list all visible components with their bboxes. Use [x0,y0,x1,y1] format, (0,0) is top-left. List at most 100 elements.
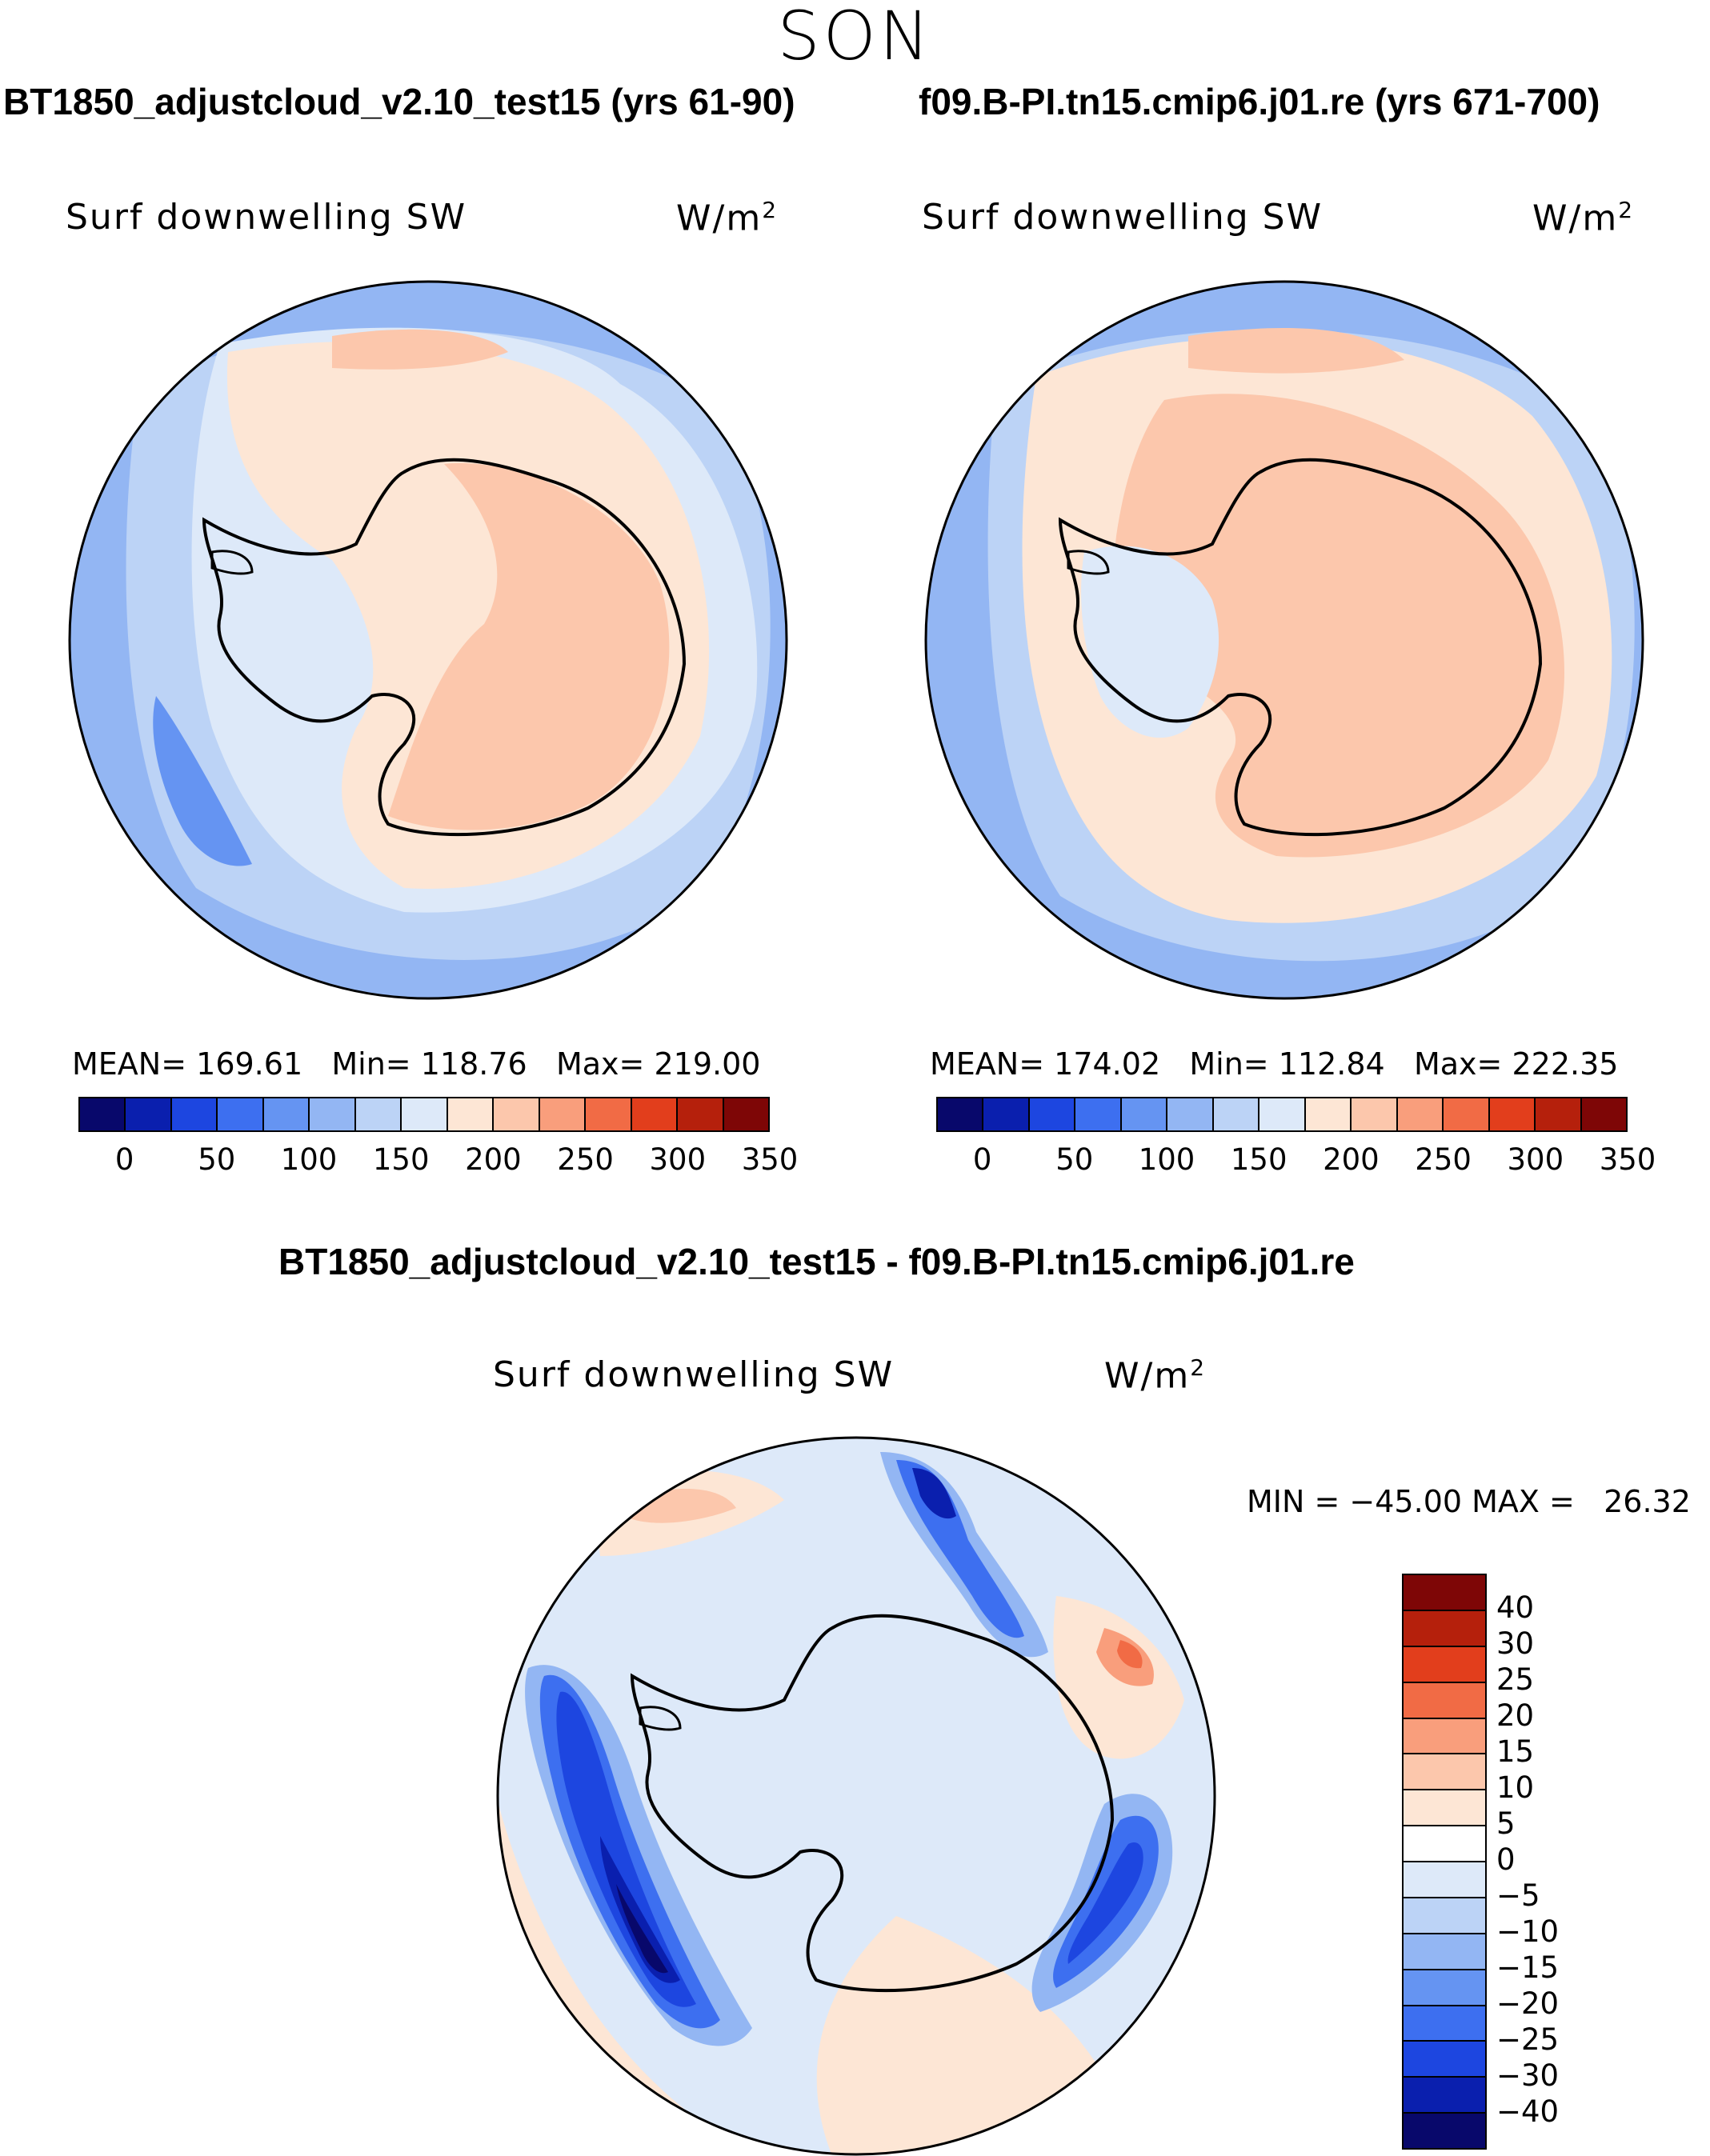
right-colorbar [936,1097,1628,1132]
colorbar-swatch [1397,1098,1444,1130]
diff-colorbar-swatch [1404,1718,1485,1755]
colorbar-tick-label: 350 [741,1142,799,1177]
diff-colorbar-label: 30 [1496,1626,1535,1661]
diff-colorbar-labels: 40 30 25 20 15 10 5 0 −5 −10 −15 −20 −25 −30 −40 [1496,1574,1608,2150]
diff-colorbar-swatch [1404,1646,1485,1683]
colorbar-swatch [539,1098,587,1130]
colorbar-tick-label: 250 [557,1142,614,1177]
diff-colorbar-swatch [1404,1862,1485,1898]
colorbar-swatch [723,1098,769,1130]
colorbar-tick-label: 50 [198,1142,236,1177]
colorbar-swatch [1029,1098,1076,1130]
colorbar-swatch [1213,1098,1260,1130]
colorbar-tick-label: 150 [1230,1142,1288,1177]
colorbar-swatch [355,1098,402,1130]
diff-colorbar-swatch [1404,1682,1485,1719]
diff-colorbar-label: −5 [1496,1878,1540,1913]
diff-colorbar-label: 40 [1496,1590,1535,1625]
left-panel-variable: Surf downwelling SW [66,197,467,238]
diff-colorbar-label: −40 [1496,2094,1560,2129]
colorbar-tick-label: 100 [1138,1142,1195,1177]
diff-panel-variable: Surf downwelling SW [493,1354,895,1395]
diff-colorbar-swatch [1404,2006,1485,2042]
colorbar-swatches [936,1097,1628,1132]
left-panel-title: BT1850_adjustcloud_v2.10_test15 (yrs 61-… [3,81,795,122]
colorbar-swatch [1305,1098,1352,1130]
colorbar-tick-label: 350 [1599,1142,1656,1177]
colorbar-swatch [494,1098,540,1130]
colorbar-tick-label: 200 [1323,1142,1380,1177]
colorbar-swatches [78,1097,770,1132]
left-panel-units: W/m2 [676,197,779,239]
colorbar-tick-label: 0 [114,1142,134,1177]
right-map [924,280,1644,1000]
diff-colorbar-swatch [1404,2042,1485,2078]
diff-map [496,1436,1216,2156]
colorbar-tick-label: 200 [465,1142,522,1177]
colorbar-swatch [447,1098,495,1130]
colorbar-swatch [983,1098,1030,1130]
colorbar-tick-label: 300 [1507,1142,1564,1177]
diff-panel-minmax: MIN = −45.00 MAX = 26.32 [1247,1484,1691,1519]
colorbar-swatch [80,1098,126,1130]
diff-colorbar-label: 10 [1496,1770,1535,1805]
diff-colorbar-label: 15 [1496,1734,1535,1769]
diff-colorbar-label: 20 [1496,1698,1535,1733]
diff-colorbar-label: 25 [1496,1662,1535,1697]
right-panel-variable: Surf downwelling SW [922,197,1324,238]
diff-colorbar-label: 5 [1496,1806,1516,1841]
colorbar-swatch [586,1098,632,1130]
colorbar-swatch [1352,1098,1398,1130]
colorbar-swatch [263,1098,310,1130]
season-title: SON [777,0,933,75]
diff-colorbar-swatch [1404,1610,1485,1647]
colorbar-tick-label: 250 [1415,1142,1472,1177]
diff-colorbar-swatch [1404,2078,1485,2114]
diff-colorbar-label: −30 [1496,2058,1560,2093]
diff-colorbar-swatches [1402,1574,1487,2150]
colorbar-swatch [218,1098,264,1130]
colorbar-tick-label: 150 [372,1142,430,1177]
diff-colorbar-label: −25 [1496,2022,1560,2057]
diff-colorbar-swatch [1404,1754,1485,1791]
colorbar-swatch [1167,1098,1214,1130]
colorbar-swatch [1121,1098,1168,1130]
colorbar-tick-label: 50 [1055,1142,1094,1177]
left-panel-stats: MEAN= 169.61 Min= 118.76 Max= 219.00 [72,1046,761,1082]
diff-colorbar-swatch [1404,1826,1485,1862]
right-panel-units: W/m2 [1532,197,1635,239]
colorbar-swatch [1075,1098,1122,1130]
colorbar-tick-label: 300 [649,1142,707,1177]
colorbar-swatch [1444,1098,1490,1130]
diff-colorbar-swatch [1404,1898,1485,1934]
colorbar-swatch [402,1098,448,1130]
diff-colorbar-swatch [1404,2114,1485,2148]
diff-colorbar-label: −15 [1496,1950,1560,1985]
left-colorbar-ticks: 0 50 100 150 200 250 300 350 [78,1142,799,1179]
colorbar-tick-label: 100 [280,1142,338,1177]
colorbar-swatch [171,1098,218,1130]
left-map [68,280,788,1000]
colorbar-swatch [938,1098,984,1130]
colorbar-swatch [126,1098,172,1130]
colorbar-swatch [1259,1098,1306,1130]
diff-colorbar [1402,1574,1487,2150]
right-colorbar-ticks: 0 50 100 150 200 250 300 350 [936,1142,1656,1179]
colorbar-swatch [1536,1098,1582,1130]
colorbar-swatch [310,1098,356,1130]
diff-colorbar-swatch [1404,1575,1485,1611]
diff-colorbar-swatch [1404,1970,1485,2006]
colorbar-swatch [678,1098,724,1130]
diff-colorbar-label: −10 [1496,1914,1560,1949]
colorbar-swatch [1489,1098,1536,1130]
colorbar-swatch [1581,1098,1627,1130]
left-colorbar [78,1097,770,1132]
diff-colorbar-label: 0 [1496,1842,1516,1877]
diff-panel-units: W/m2 [1104,1354,1207,1397]
right-panel-title: f09.B-PI.tn15.cmip6.j01.re (yrs 671-700) [919,81,1600,122]
diff-colorbar-swatch [1404,1790,1485,1827]
colorbar-swatch [631,1098,679,1130]
diff-colorbar-label: −20 [1496,1986,1560,2021]
colorbar-tick-label: 0 [972,1142,992,1177]
diff-panel-title: BT1850_adjustcloud_v2.10_test15 - f09.B-… [278,1241,1355,1282]
